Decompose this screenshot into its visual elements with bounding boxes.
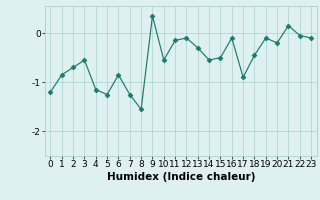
X-axis label: Humidex (Indice chaleur): Humidex (Indice chaleur): [107, 172, 255, 182]
